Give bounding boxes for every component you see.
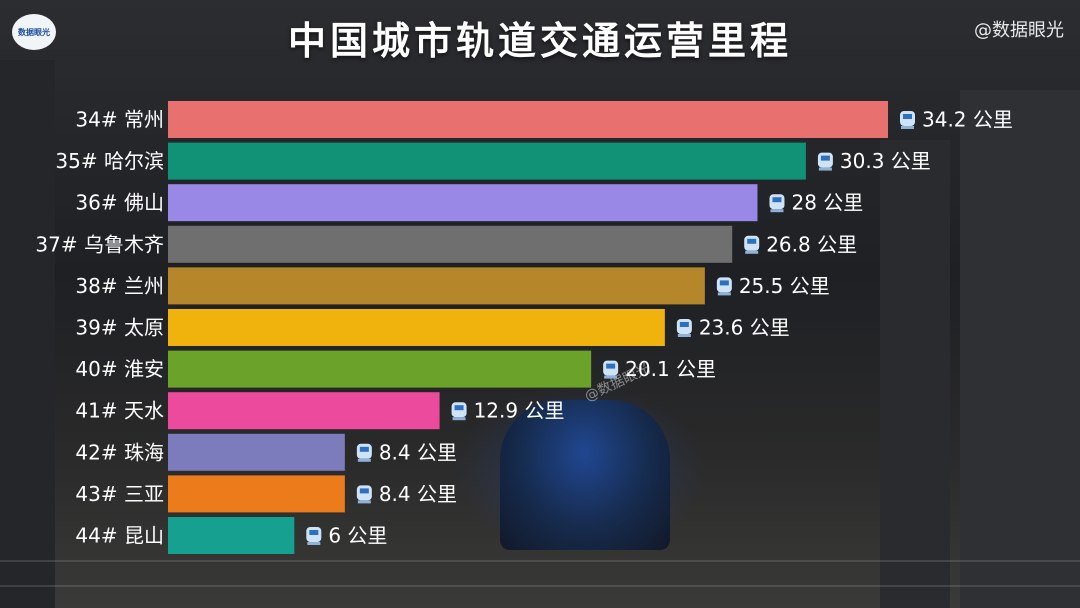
background-building [960, 90, 1080, 608]
category-label: 36# 佛山 [75, 191, 164, 215]
bar [168, 475, 345, 513]
value-label: 25.5 公里 [739, 274, 830, 298]
bar [168, 101, 888, 138]
value-label: 8.4 公里 [379, 440, 457, 464]
logo-text: 数据眼光 [18, 27, 50, 37]
value-label: 23.6 公里 [699, 316, 790, 340]
background-building [880, 140, 950, 608]
category-label: 42# 珠海 [75, 440, 164, 464]
background-train [500, 400, 670, 550]
bar [168, 184, 758, 222]
bar [168, 267, 705, 305]
value-label: 8.4 公里 [379, 482, 457, 506]
bar [168, 517, 295, 554]
value-label: 12.9 公里 [474, 399, 565, 423]
train-icon [356, 443, 372, 462]
train-icon [900, 111, 915, 129]
chart-title: 中国城市轨道交通运营里程 [287, 19, 792, 63]
category-label: 44# 昆山 [75, 524, 164, 548]
value-label: 30.3 公里 [840, 149, 931, 173]
train-icon [744, 235, 760, 254]
category-label: 37# 乌鲁木齐 [35, 232, 164, 256]
background-building [0, 60, 55, 608]
background-rail [0, 585, 1080, 587]
train-icon [716, 277, 732, 296]
category-label: 34# 常州 [75, 108, 164, 132]
bar [168, 142, 806, 180]
train-icon [603, 360, 619, 379]
value-label: 28 公里 [791, 191, 863, 215]
bar [168, 392, 440, 430]
watermark: @数据眼光 [974, 20, 1064, 41]
category-label: 40# 淮安 [75, 357, 164, 381]
value-label: 6 公里 [328, 524, 387, 548]
value-label: 34.2 公里 [922, 108, 1013, 132]
background-rail [0, 560, 1080, 562]
bar [168, 350, 592, 388]
bar [168, 309, 665, 346]
category-label: 43# 三亚 [75, 482, 164, 506]
category-label: 41# 天水 [75, 399, 164, 423]
brand-logo: 数据眼光 [12, 14, 56, 50]
category-label: 38# 兰州 [75, 274, 164, 298]
value-label: 20.1 公里 [625, 357, 716, 381]
train-icon [451, 402, 467, 421]
category-label: 35# 哈尔滨 [55, 149, 164, 173]
value-label: 26.8 公里 [766, 232, 857, 256]
train-icon [356, 485, 372, 504]
category-label: 39# 太原 [75, 316, 164, 340]
bar [168, 225, 733, 263]
train-icon [306, 527, 322, 545]
train-icon [817, 152, 833, 171]
bar [168, 433, 345, 471]
train-icon [769, 194, 785, 213]
train-icon [676, 319, 692, 337]
